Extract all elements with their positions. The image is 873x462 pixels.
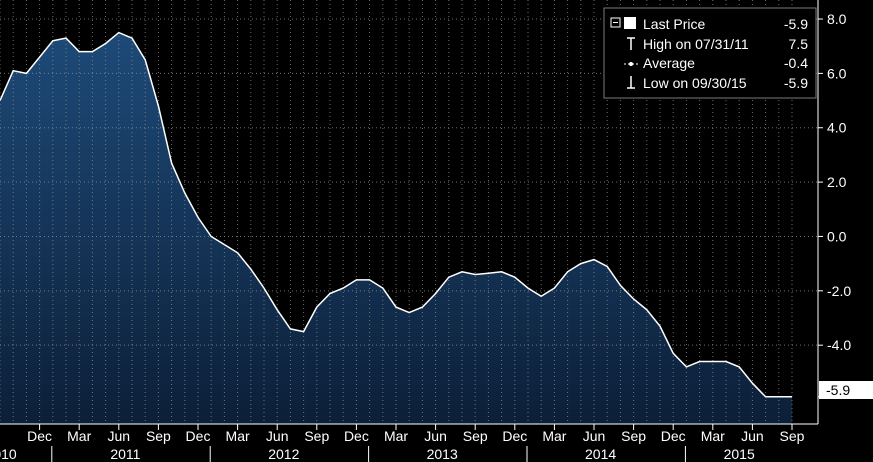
grid-lines bbox=[0, 0, 818, 424]
last-value-badge: -5.9 bbox=[819, 381, 873, 399]
legend-box bbox=[603, 7, 817, 99]
x-month-label: Jun bbox=[108, 428, 131, 444]
x-month-label: Sep bbox=[621, 428, 646, 444]
x-month-label: Jun bbox=[583, 428, 606, 444]
x-month-label: Mar bbox=[384, 428, 408, 444]
legend-label-last-price: Last Price bbox=[643, 16, 705, 32]
x-month-label: Jun bbox=[741, 428, 764, 444]
legend-value-average: -0.4 bbox=[784, 55, 808, 71]
x-month-label: Dec bbox=[502, 428, 527, 444]
area-fill bbox=[0, 32, 792, 424]
x-year-label: 2012 bbox=[268, 446, 299, 462]
y-tick-label: -2.0 bbox=[827, 283, 851, 299]
low-marker-icon bbox=[627, 76, 635, 89]
x-month-label: Sep bbox=[463, 428, 488, 444]
y-axis-ticks: 8.0 6.0 4.0 2.0 0.0 -2.0 -4.0 bbox=[818, 11, 851, 398]
x-month-label: Dec bbox=[344, 428, 369, 444]
legend: Last Price -5.9 High on 07/31/11 7.5 Ave… bbox=[603, 7, 817, 99]
legend-label-high: High on 07/31/11 bbox=[643, 36, 749, 52]
x-month-label: Mar bbox=[542, 428, 566, 444]
filled-square-icon bbox=[624, 17, 636, 29]
y-tick-label: 2.0 bbox=[827, 174, 847, 190]
y-tick-label: 8.0 bbox=[827, 11, 847, 27]
x-month-label: Dec bbox=[661, 428, 686, 444]
x-month-label: Dec bbox=[27, 428, 52, 444]
high-marker-icon bbox=[627, 37, 635, 50]
x-year-label: 2015 bbox=[724, 446, 755, 462]
legend-value-high: 7.5 bbox=[789, 36, 809, 52]
legend-label-average: Average bbox=[643, 55, 695, 71]
x-month-label: Sep bbox=[780, 428, 805, 444]
legend-value-low: -5.9 bbox=[784, 75, 808, 91]
x-month-label: Jun bbox=[266, 428, 289, 444]
x-month-label: Sep bbox=[304, 428, 329, 444]
x-year-label: 010 bbox=[0, 446, 17, 462]
x-month-label: Mar bbox=[67, 428, 91, 444]
legend-value-last-price: -5.9 bbox=[784, 16, 808, 32]
series-line bbox=[0, 31, 792, 398]
average-marker-icon bbox=[624, 62, 638, 66]
y-tick-label: 4.0 bbox=[827, 120, 847, 136]
last-value-box bbox=[819, 381, 873, 399]
x-year-label: 2014 bbox=[585, 446, 616, 462]
x-month-label: Jun bbox=[424, 428, 447, 444]
x-month-label: Dec bbox=[186, 428, 211, 444]
x-axis-ticks: Dec Mar Jun Sep Dec Mar Jun Sep Dec Mar Jun Sep Dec M… bbox=[0, 424, 805, 462]
x-month-label: Sep bbox=[146, 428, 171, 444]
y-tick-label: -4.0 bbox=[827, 337, 851, 353]
y-tick-label: 0.0 bbox=[827, 228, 847, 244]
legend-label-low: Low on 09/30/15 bbox=[643, 75, 747, 91]
last-value-text: -5.9 bbox=[826, 382, 850, 398]
x-year-label: 2011 bbox=[110, 446, 140, 462]
x-month-label: Mar bbox=[226, 428, 250, 444]
y-tick-label: 6.0 bbox=[827, 65, 847, 81]
x-year-label: 2013 bbox=[427, 446, 458, 462]
x-month-label: Mar bbox=[701, 428, 725, 444]
collapse-icon[interactable] bbox=[610, 17, 621, 28]
